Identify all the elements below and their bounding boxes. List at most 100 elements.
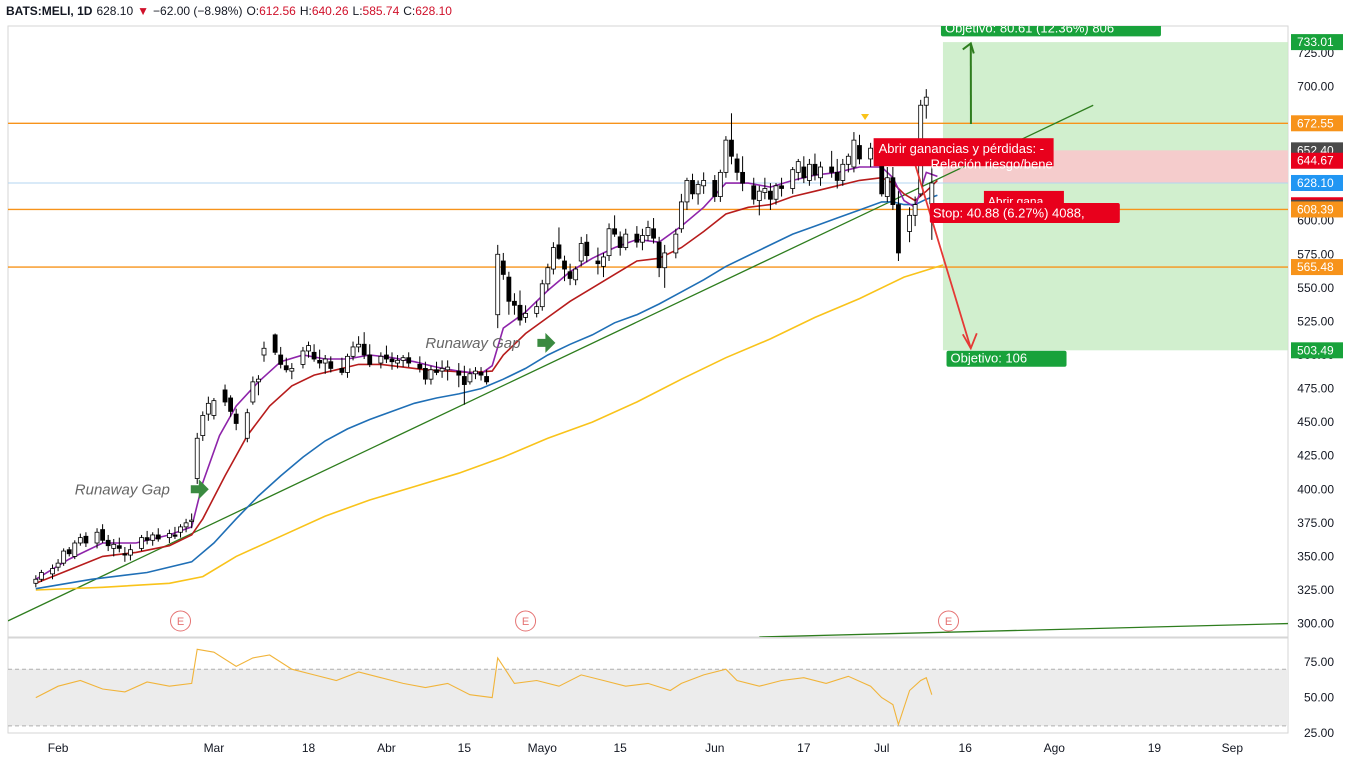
candle-body	[751, 185, 757, 200]
target-up-label-bg	[940, 26, 1161, 37]
candle-body	[829, 166, 835, 173]
candle-body	[500, 260, 506, 275]
x-tick-label: Feb	[48, 741, 69, 755]
price-change: −62.00 (−8.98%)	[153, 4, 243, 18]
candle-body	[923, 96, 929, 106]
candle-body	[929, 182, 935, 205]
price-label: 565.48	[1297, 260, 1334, 274]
candle-body	[261, 347, 267, 356]
candle-body	[467, 373, 473, 383]
price-label: 733.01	[1297, 35, 1334, 49]
candle-body	[172, 534, 178, 537]
rsi-tick-label: 75.00	[1304, 655, 1334, 669]
candle-body	[272, 334, 278, 353]
candle-body	[729, 139, 734, 157]
candle-body	[306, 345, 311, 352]
rsi-tick-label: 50.00	[1304, 691, 1334, 705]
candle-body	[445, 366, 451, 371]
candle-body	[55, 562, 61, 568]
sma-blue-line	[35, 194, 938, 590]
y-tick-label: 450.00	[1297, 415, 1334, 429]
candle-body	[840, 163, 846, 181]
x-tick-label: 18	[302, 741, 316, 755]
candle-body	[256, 378, 261, 383]
candle-body	[523, 312, 528, 318]
candle-body	[907, 214, 912, 232]
candle-body	[517, 304, 523, 321]
candle-body	[818, 166, 823, 179]
candle-body	[439, 368, 445, 372]
candle-body	[768, 190, 773, 200]
candle-body	[506, 276, 512, 302]
price-label: 503.49	[1297, 343, 1334, 357]
candle-body	[623, 233, 629, 248]
candle-body	[601, 256, 606, 267]
candle-body	[779, 185, 784, 189]
chart-header: BATS:MELI, 1D 628.10 ▼ −62.00 (−8.98%) O…	[6, 3, 452, 19]
candle-body	[545, 267, 551, 285]
candle-body	[812, 163, 818, 176]
candle-body	[300, 350, 306, 365]
candle-body	[222, 389, 228, 403]
risk-reward-label: Relación riesgo/bene	[931, 157, 1053, 172]
sma-yellow-line	[35, 264, 944, 591]
candle-body	[912, 204, 918, 216]
x-tick-label: Mayo	[528, 741, 558, 755]
high-label: H:	[299, 4, 312, 18]
candle-body	[389, 358, 395, 363]
x-tick-label: 15	[458, 741, 472, 755]
candle-body	[701, 180, 707, 187]
candle-body	[651, 228, 656, 239]
low-value: 585.74	[362, 4, 400, 18]
candle-body	[417, 363, 423, 369]
candle-body	[640, 235, 645, 243]
candle-body	[473, 370, 478, 375]
candle-body	[72, 542, 78, 557]
price-label-bg	[1291, 342, 1343, 359]
pnl-label: Abrir ganancias y pérdidas: -	[879, 141, 1044, 156]
candle-body	[395, 359, 400, 364]
candle-body	[150, 534, 156, 541]
candle-body	[684, 180, 690, 203]
candle-body	[128, 549, 133, 556]
x-tick-label: Ago	[1044, 741, 1066, 755]
x-tick-label: Jul	[874, 741, 889, 755]
candle-body	[723, 139, 729, 173]
runaway-gap-label: Runaway Gap	[425, 335, 520, 352]
candle-body	[712, 180, 718, 197]
candle-body	[111, 543, 117, 549]
close-value: 628.10	[415, 4, 452, 18]
candle-body	[178, 526, 183, 533]
candle-body	[734, 158, 740, 173]
candle-body	[773, 185, 779, 200]
candle-body	[673, 233, 679, 254]
candle-body	[189, 519, 195, 522]
alert-triangle-icon	[861, 114, 870, 120]
x-tick-label: Mar	[204, 741, 225, 755]
candle-body	[740, 171, 746, 184]
candle-body	[367, 354, 373, 365]
candle-body	[434, 369, 439, 373]
candle-body	[484, 376, 490, 383]
x-tick-label: 15	[613, 741, 627, 755]
x-tick-label: 19	[1148, 741, 1162, 755]
price-label-bg	[1291, 115, 1343, 132]
price-label-bg	[1291, 174, 1343, 191]
candle-body	[845, 155, 851, 165]
rsi-line	[35, 648, 933, 727]
trendline-lower	[759, 622, 1288, 637]
target-down-label: Objetivo: 106	[951, 351, 1028, 366]
candle-body	[33, 578, 39, 584]
green-arrow-icon	[537, 332, 556, 353]
candle-body	[345, 355, 350, 373]
candle-body	[83, 535, 89, 544]
candle-body	[116, 545, 122, 549]
candle-body	[795, 161, 801, 173]
candle-body	[612, 228, 618, 235]
candle-body	[317, 359, 323, 364]
candle-body	[656, 241, 662, 269]
candle-body	[361, 343, 367, 356]
price-label: 644.67	[1297, 154, 1334, 168]
candle-body	[378, 355, 384, 364]
